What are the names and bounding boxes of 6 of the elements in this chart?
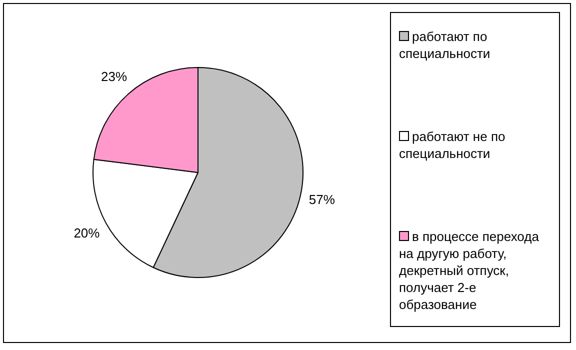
data-label: 20% [74,225,100,240]
legend-label: работают не по специальности [399,128,506,162]
legend-label: в процессе перехода на другую работу, декретный отпуск, получает 2-е образование [399,228,540,313]
data-label: 23% [101,68,128,84]
data-label: 57% [308,192,336,207]
legend-label: работают по специальности [399,28,492,62]
